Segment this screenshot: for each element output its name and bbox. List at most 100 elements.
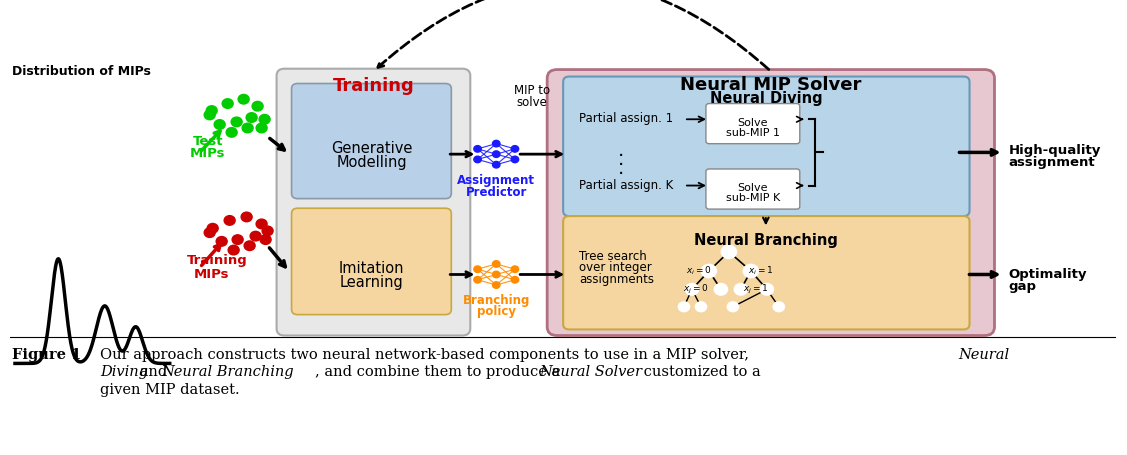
Text: gap: gap xyxy=(1009,280,1037,293)
Circle shape xyxy=(245,241,255,251)
Circle shape xyxy=(492,282,500,288)
Text: $x_j=0$: $x_j=0$ xyxy=(683,283,709,296)
Text: Training: Training xyxy=(187,254,248,268)
Text: Assignment: Assignment xyxy=(458,174,535,187)
Circle shape xyxy=(685,283,699,295)
Circle shape xyxy=(250,231,261,241)
Circle shape xyxy=(473,156,481,163)
Circle shape xyxy=(701,264,717,278)
Text: Branching: Branching xyxy=(462,293,530,307)
Circle shape xyxy=(241,212,252,222)
Circle shape xyxy=(773,302,784,312)
Text: Training: Training xyxy=(332,77,415,96)
Text: ·: · xyxy=(618,147,624,166)
Text: Figure 1: Figure 1 xyxy=(12,348,81,362)
Circle shape xyxy=(512,266,518,273)
Circle shape xyxy=(222,99,233,108)
Circle shape xyxy=(231,117,242,126)
Circle shape xyxy=(263,226,273,236)
Text: assignments: assignments xyxy=(579,273,654,286)
Text: Predictor: Predictor xyxy=(465,186,527,198)
Circle shape xyxy=(715,283,727,295)
Text: $x_j=1$: $x_j=1$ xyxy=(743,283,769,296)
Circle shape xyxy=(252,101,263,111)
Text: Neural MIP Solver: Neural MIP Solver xyxy=(681,76,861,94)
Text: Neural Branching: Neural Branching xyxy=(162,365,294,379)
Text: Learning: Learning xyxy=(339,275,403,290)
Text: Neural Branching: Neural Branching xyxy=(694,233,837,248)
Circle shape xyxy=(242,123,254,133)
Circle shape xyxy=(204,228,215,238)
Circle shape xyxy=(228,245,239,255)
Circle shape xyxy=(473,277,481,283)
Text: Tree search: Tree search xyxy=(579,250,647,263)
FancyBboxPatch shape xyxy=(564,76,969,216)
Text: Partial assign. 1: Partial assign. 1 xyxy=(579,112,673,125)
Text: solve: solve xyxy=(517,96,548,109)
Text: Solve: Solve xyxy=(737,117,769,127)
Text: Modelling: Modelling xyxy=(336,155,407,170)
Text: Imitation: Imitation xyxy=(339,262,405,276)
Text: MIPs: MIPs xyxy=(194,268,229,281)
Circle shape xyxy=(204,110,215,120)
Text: Solve: Solve xyxy=(737,183,769,193)
Text: and: and xyxy=(135,365,171,379)
Text: MIPs: MIPs xyxy=(189,147,225,160)
Circle shape xyxy=(227,127,237,137)
Circle shape xyxy=(224,216,236,225)
Circle shape xyxy=(492,271,500,278)
Circle shape xyxy=(256,123,267,133)
Circle shape xyxy=(214,120,225,129)
Text: sub-MIP K: sub-MIP K xyxy=(726,193,780,203)
Text: policy: policy xyxy=(477,305,516,318)
Circle shape xyxy=(735,283,747,295)
Circle shape xyxy=(492,151,500,157)
Circle shape xyxy=(492,261,500,267)
FancyBboxPatch shape xyxy=(276,69,470,335)
Text: Our approach constructs two neural network-based components to use in a MIP solv: Our approach constructs two neural netwo… xyxy=(100,348,754,362)
Text: sub-MIP 1: sub-MIP 1 xyxy=(726,128,780,138)
Text: ·: · xyxy=(618,165,624,184)
Text: Neural Diving: Neural Diving xyxy=(710,91,823,106)
Circle shape xyxy=(492,140,500,147)
Text: Optimality: Optimality xyxy=(1009,268,1086,281)
Text: Neural: Neural xyxy=(959,348,1010,362)
Text: over integer: over integer xyxy=(579,262,651,274)
Circle shape xyxy=(744,264,758,278)
Text: customized to a: customized to a xyxy=(639,365,761,379)
Circle shape xyxy=(260,235,272,244)
FancyBboxPatch shape xyxy=(706,169,800,209)
Text: MIP to: MIP to xyxy=(514,84,550,97)
Circle shape xyxy=(512,277,518,283)
Text: Diving: Diving xyxy=(100,365,148,379)
Text: $x_i=1$: $x_i=1$ xyxy=(748,264,773,277)
FancyBboxPatch shape xyxy=(548,70,994,335)
Circle shape xyxy=(207,223,219,233)
Circle shape xyxy=(695,302,707,312)
Text: ·: · xyxy=(618,156,624,175)
Circle shape xyxy=(492,162,500,168)
FancyBboxPatch shape xyxy=(706,104,800,144)
Circle shape xyxy=(246,113,257,122)
Text: assignment: assignment xyxy=(1009,156,1095,169)
Circle shape xyxy=(761,283,773,295)
Circle shape xyxy=(206,106,218,116)
Circle shape xyxy=(238,95,249,104)
Text: Test: Test xyxy=(193,135,223,148)
FancyBboxPatch shape xyxy=(564,216,969,329)
Text: Distribution of MIPs: Distribution of MIPs xyxy=(12,65,151,78)
Circle shape xyxy=(259,115,270,124)
FancyBboxPatch shape xyxy=(292,84,451,199)
Text: Partial assign. K: Partial assign. K xyxy=(579,178,673,192)
Text: given MIP dataset.: given MIP dataset. xyxy=(100,383,239,397)
Circle shape xyxy=(473,266,481,273)
Circle shape xyxy=(727,302,738,312)
Circle shape xyxy=(473,146,481,152)
Circle shape xyxy=(256,219,267,229)
Circle shape xyxy=(721,245,736,258)
Text: Neural Solver: Neural Solver xyxy=(539,365,642,379)
Text: $x_i=0$: $x_i=0$ xyxy=(686,264,712,277)
Circle shape xyxy=(216,237,228,246)
Circle shape xyxy=(232,235,243,244)
Circle shape xyxy=(512,156,518,163)
